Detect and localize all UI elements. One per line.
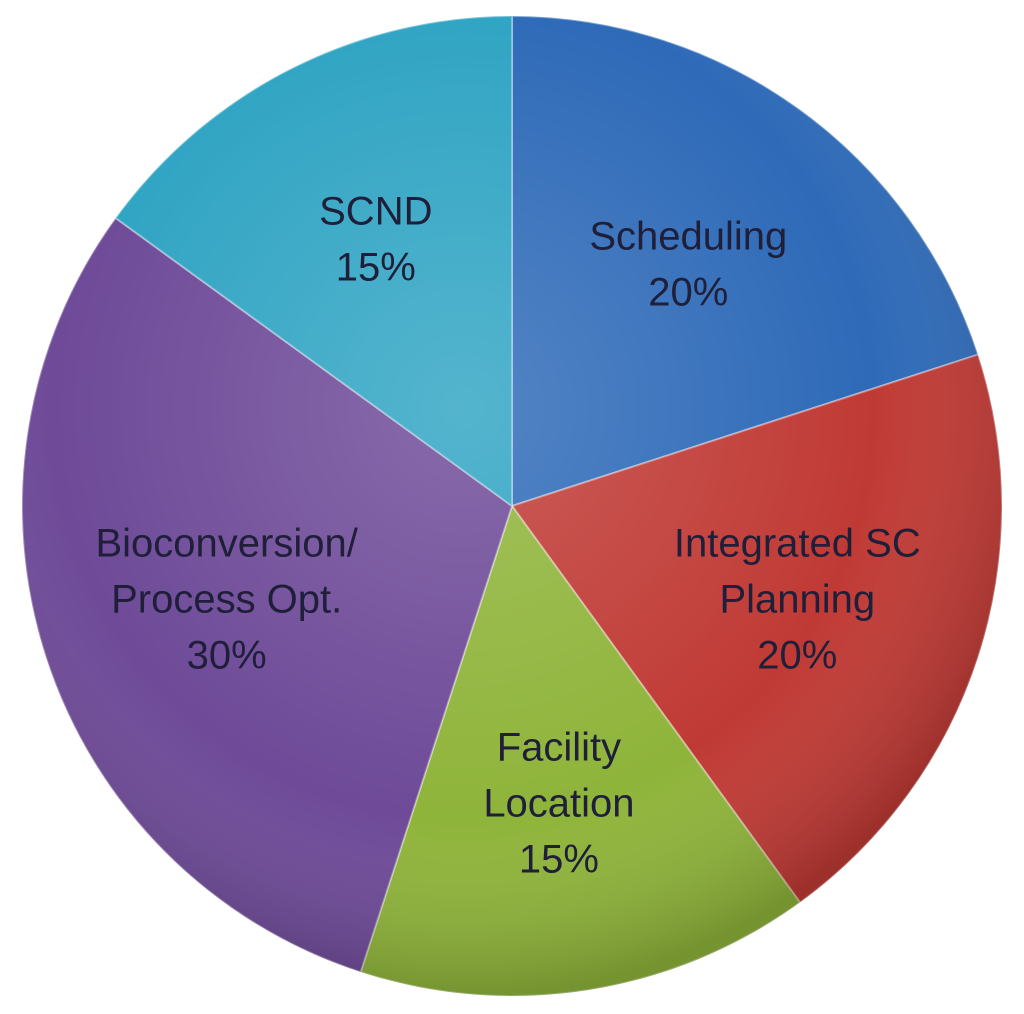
slice-value-label: 20% <box>648 270 728 314</box>
slice-category-label: Scheduling <box>589 214 787 258</box>
slice-category-label: Facility <box>497 725 621 769</box>
slice-value-label: 20% <box>757 634 837 678</box>
pie-labels: Scheduling 20% Integrated SC Planning 20% Fac… <box>95 190 920 882</box>
slice-category-label: SCND <box>319 190 432 234</box>
slice-value-label: 15% <box>336 246 416 290</box>
slice-category-label: Planning <box>719 578 875 622</box>
slice-category-label: Integrated SC <box>674 522 921 566</box>
slice-category-label: Process Opt. <box>111 578 342 622</box>
slice-category-label: Bioconversion/ <box>95 522 358 566</box>
slice-category-label: Location <box>483 781 634 825</box>
pie-slices <box>21 14 1003 997</box>
slice-value-label: 30% <box>187 634 267 678</box>
slice-value-label: 15% <box>519 837 599 881</box>
